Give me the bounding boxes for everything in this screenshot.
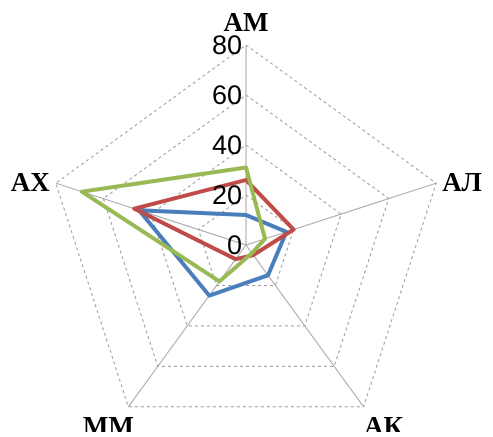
tick-label-40: 40 [212, 130, 242, 160]
grid-ring-40 [150, 144, 342, 327]
series-3-line [79, 165, 267, 284]
grid-ring-80 [55, 44, 437, 408]
tick-label-layer: 0 20 40 60 80 [212, 30, 242, 260]
grid-ring-60 [102, 94, 390, 367]
category-label-5: АХ [11, 167, 50, 197]
spoke-3 [245, 244, 365, 408]
spoke-4 [127, 244, 247, 408]
category-label-2: АЛ [442, 167, 482, 197]
spoke-2 [245, 182, 437, 246]
category-label-1: АМ [224, 7, 269, 37]
category-label-4: ММ [83, 411, 134, 432]
tick-label-0: 0 [227, 230, 242, 260]
grid-layer [55, 44, 437, 408]
category-label-3: АК [364, 411, 403, 432]
tick-label-80: 80 [212, 30, 242, 60]
tick-label-20: 20 [212, 180, 242, 210]
series-layer [79, 165, 296, 298]
series-1-line [137, 208, 289, 298]
tick-label-60: 60 [212, 80, 242, 110]
